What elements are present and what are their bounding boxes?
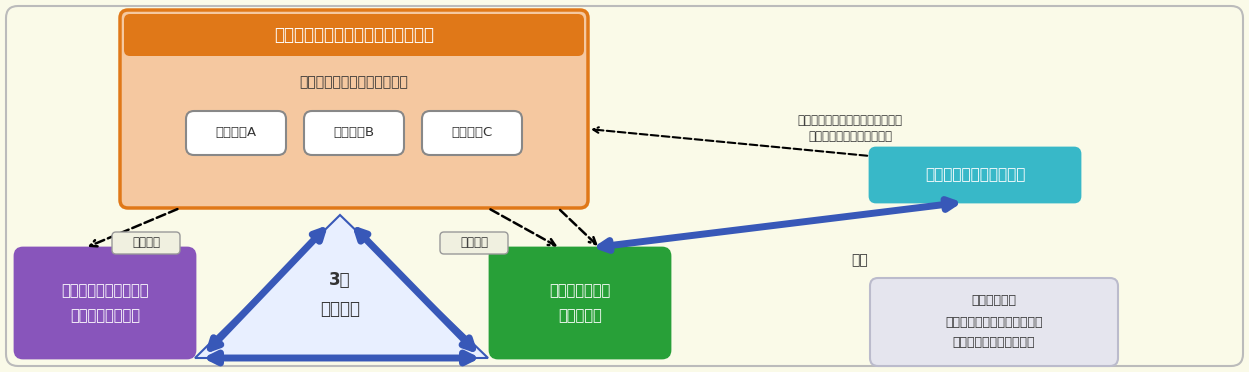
FancyBboxPatch shape: [15, 248, 195, 358]
Polygon shape: [195, 215, 488, 358]
Text: 技術支援: 技術支援: [132, 237, 160, 250]
Text: 3者
連携協定: 3者 連携協定: [320, 271, 360, 318]
FancyBboxPatch shape: [120, 10, 588, 208]
Text: 宮城・福島・山形県食品産業協議会: 宮城・福島・山形県食品産業協議会: [274, 26, 433, 44]
FancyBboxPatch shape: [186, 111, 286, 155]
FancyBboxPatch shape: [6, 6, 1243, 366]
Text: 会員企業への知財戦略提案: 会員企業への知財戦略提案: [808, 129, 892, 142]
Text: 東北大学大学院
農学研究科: 東北大学大学院 農学研究科: [550, 283, 611, 323]
Text: 【協力機関】
宮城県産業技術総合センター
東経連ビジネスセンター: 【協力機関】 宮城県産業技術総合センター 東経連ビジネスセンター: [945, 295, 1043, 350]
FancyBboxPatch shape: [440, 232, 508, 254]
Text: 事務局への知財ヒアリング等指導: 事務局への知財ヒアリング等指導: [798, 113, 903, 126]
FancyBboxPatch shape: [124, 14, 585, 56]
Text: 会員企業B: 会員企業B: [333, 126, 375, 140]
FancyBboxPatch shape: [871, 278, 1118, 366]
FancyBboxPatch shape: [490, 248, 669, 358]
Text: 東北大学未来科学技術
共同研究センター: 東北大学未来科学技術 共同研究センター: [61, 283, 149, 323]
FancyBboxPatch shape: [422, 111, 522, 155]
Text: 会員企業C: 会員企業C: [451, 126, 492, 140]
FancyBboxPatch shape: [871, 148, 1080, 202]
FancyBboxPatch shape: [112, 232, 180, 254]
Text: 会員企業A: 会員企業A: [215, 126, 256, 140]
Text: 技術支援: 技術支援: [460, 237, 488, 250]
FancyBboxPatch shape: [304, 111, 403, 155]
Text: （株）東北テクノアーチ: （株）東北テクノアーチ: [924, 167, 1025, 183]
Text: 連携: 連携: [852, 253, 868, 267]
Text: 事務局：全体コーディネート: 事務局：全体コーディネート: [300, 75, 408, 89]
